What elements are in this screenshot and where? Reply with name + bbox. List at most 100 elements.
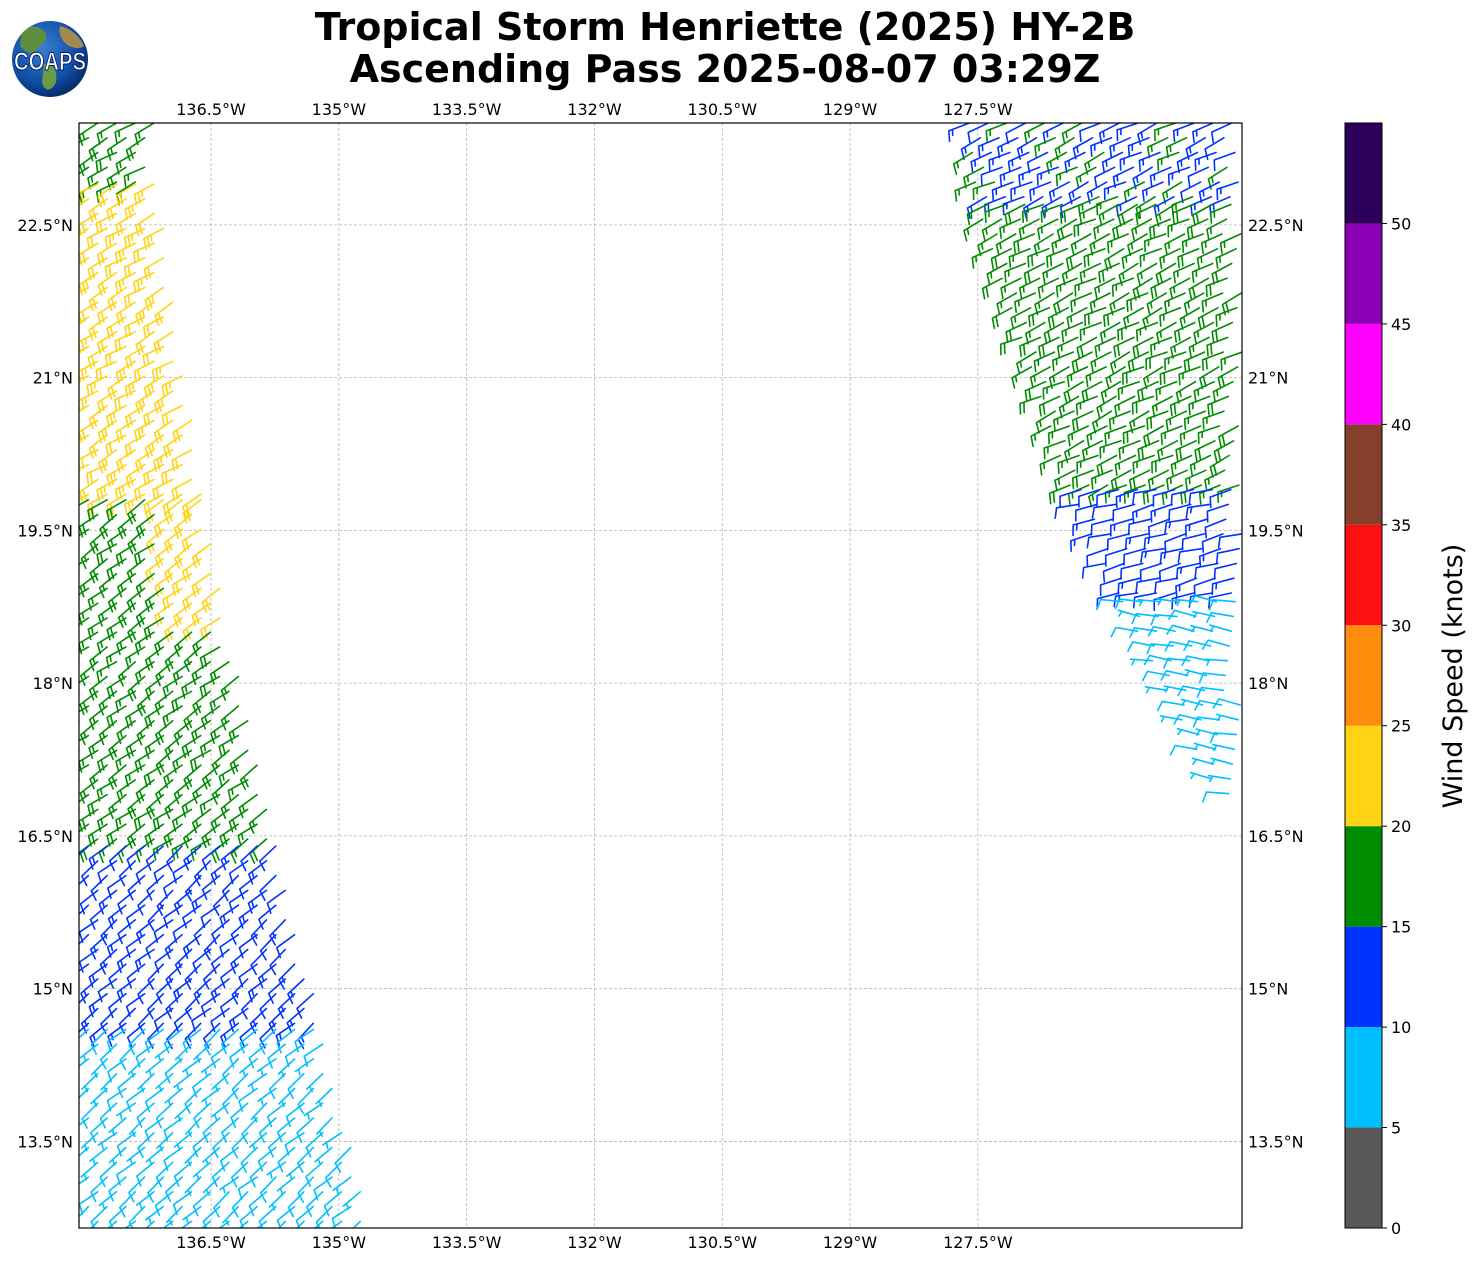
wind-barb bbox=[1148, 518, 1171, 539]
wind-barb bbox=[1105, 366, 1126, 390]
wind-barb bbox=[1114, 395, 1136, 418]
wind-barb bbox=[97, 419, 118, 444]
wind-barb bbox=[97, 978, 118, 1003]
wind-barb bbox=[259, 993, 277, 1020]
wind-barb bbox=[137, 1072, 155, 1093]
wind-barb bbox=[200, 705, 221, 730]
wind-barb bbox=[1156, 598, 1180, 606]
wind-barb bbox=[334, 1146, 352, 1174]
wind-barb bbox=[1042, 123, 1064, 144]
wind-barb bbox=[1196, 686, 1225, 698]
wind-barb bbox=[79, 1043, 80, 1046]
wind-barb bbox=[211, 948, 230, 974]
title-line-1: Tropical Storm Henriette (2025) HY-2B bbox=[315, 5, 1136, 49]
wind-barb bbox=[259, 1176, 277, 1203]
wind-barb bbox=[79, 764, 90, 772]
wind-barb bbox=[1119, 151, 1142, 171]
wind-barb bbox=[90, 1220, 99, 1228]
wind-barb bbox=[161, 463, 183, 485]
wind-barb bbox=[173, 602, 193, 628]
lon-tick-label-top: 132°W bbox=[567, 100, 622, 119]
wind-barb bbox=[79, 558, 90, 565]
wind-barb bbox=[181, 558, 202, 583]
wind-barb bbox=[172, 661, 193, 686]
wind-barb bbox=[79, 499, 90, 506]
wind-barb bbox=[79, 478, 80, 481]
wind-barb bbox=[1201, 233, 1223, 255]
wind-barb bbox=[1086, 425, 1108, 447]
wind-barb bbox=[1206, 218, 1228, 241]
wind-barb bbox=[123, 286, 146, 308]
colorbar-segment bbox=[1345, 725, 1382, 827]
wind-barb bbox=[1209, 624, 1233, 632]
wind-barb bbox=[1018, 166, 1041, 187]
colorbar-tick-label: 40 bbox=[1391, 415, 1411, 434]
wind-barb bbox=[220, 1146, 240, 1172]
wind-barb bbox=[305, 1191, 324, 1217]
wind-barb bbox=[1181, 533, 1206, 551]
wind-barb bbox=[297, 1146, 315, 1174]
wind-barb bbox=[1000, 277, 1022, 300]
wind-barb bbox=[147, 993, 165, 1020]
wind-barb bbox=[1079, 123, 1102, 143]
wind-barb bbox=[1054, 503, 1080, 519]
wind-barb bbox=[184, 963, 202, 990]
wind-barb bbox=[201, 1087, 221, 1106]
wind-barb bbox=[79, 271, 99, 296]
wind-barb bbox=[1180, 698, 1204, 706]
wind-barb bbox=[227, 779, 249, 802]
wind-barb bbox=[192, 948, 211, 974]
wind-barb bbox=[1016, 137, 1038, 160]
wind-barb bbox=[1139, 248, 1162, 268]
wind-barb bbox=[266, 889, 286, 914]
wind-barb bbox=[1030, 425, 1052, 448]
wind-barb bbox=[1209, 203, 1232, 224]
wind-barb bbox=[276, 1028, 296, 1054]
wind-barb bbox=[144, 1028, 165, 1053]
wind-barb bbox=[256, 1220, 268, 1228]
wind-barb bbox=[125, 137, 146, 161]
wind-barb bbox=[238, 933, 258, 959]
wind-barb bbox=[79, 779, 99, 804]
wind-barb bbox=[1085, 366, 1107, 388]
wind-barb bbox=[1011, 366, 1033, 389]
wind-barb bbox=[287, 1191, 305, 1218]
wind-barb bbox=[155, 1102, 174, 1129]
wind-barb bbox=[79, 449, 80, 451]
wind-barb bbox=[1188, 336, 1210, 359]
wind-barb bbox=[1212, 380, 1234, 403]
wind-barb bbox=[1039, 454, 1062, 476]
wind-barb bbox=[96, 478, 118, 501]
wind-barb bbox=[79, 137, 90, 144]
wind-barb bbox=[259, 874, 277, 902]
wind-barb bbox=[1029, 366, 1051, 389]
wind-barb bbox=[266, 1161, 286, 1179]
wind-barb bbox=[1071, 351, 1093, 374]
colorbar-tick-label: 20 bbox=[1391, 817, 1411, 836]
wind-barb bbox=[98, 1191, 118, 1210]
colorbar-segment bbox=[1345, 524, 1382, 626]
wind-barb bbox=[238, 1220, 249, 1228]
wind-barb bbox=[1160, 425, 1183, 446]
wind-barb bbox=[79, 434, 90, 442]
wind-barb bbox=[135, 1043, 155, 1068]
wind-barb bbox=[980, 166, 1003, 186]
wind-barb bbox=[1145, 351, 1168, 371]
lat-tick-label-left: 21°N bbox=[33, 369, 73, 388]
wind-barb bbox=[200, 993, 221, 1018]
wind-barbs bbox=[79, 123, 1242, 1228]
wind-barb bbox=[1142, 181, 1164, 202]
wind-barb bbox=[1156, 700, 1185, 712]
wind-barb bbox=[79, 404, 90, 412]
wind-barb bbox=[1217, 366, 1239, 389]
wind-barb bbox=[977, 137, 1000, 158]
wind-barb bbox=[115, 419, 136, 443]
wind-barb bbox=[1090, 351, 1112, 374]
wind-barb bbox=[1042, 262, 1064, 285]
wind-barb bbox=[172, 419, 193, 444]
wind-barb bbox=[1163, 685, 1187, 693]
wind-barb bbox=[79, 1220, 80, 1223]
lat-tick-label-right: 16.5°N bbox=[1248, 827, 1304, 846]
wind-barb bbox=[1196, 248, 1219, 270]
wind-barb bbox=[100, 1043, 118, 1070]
